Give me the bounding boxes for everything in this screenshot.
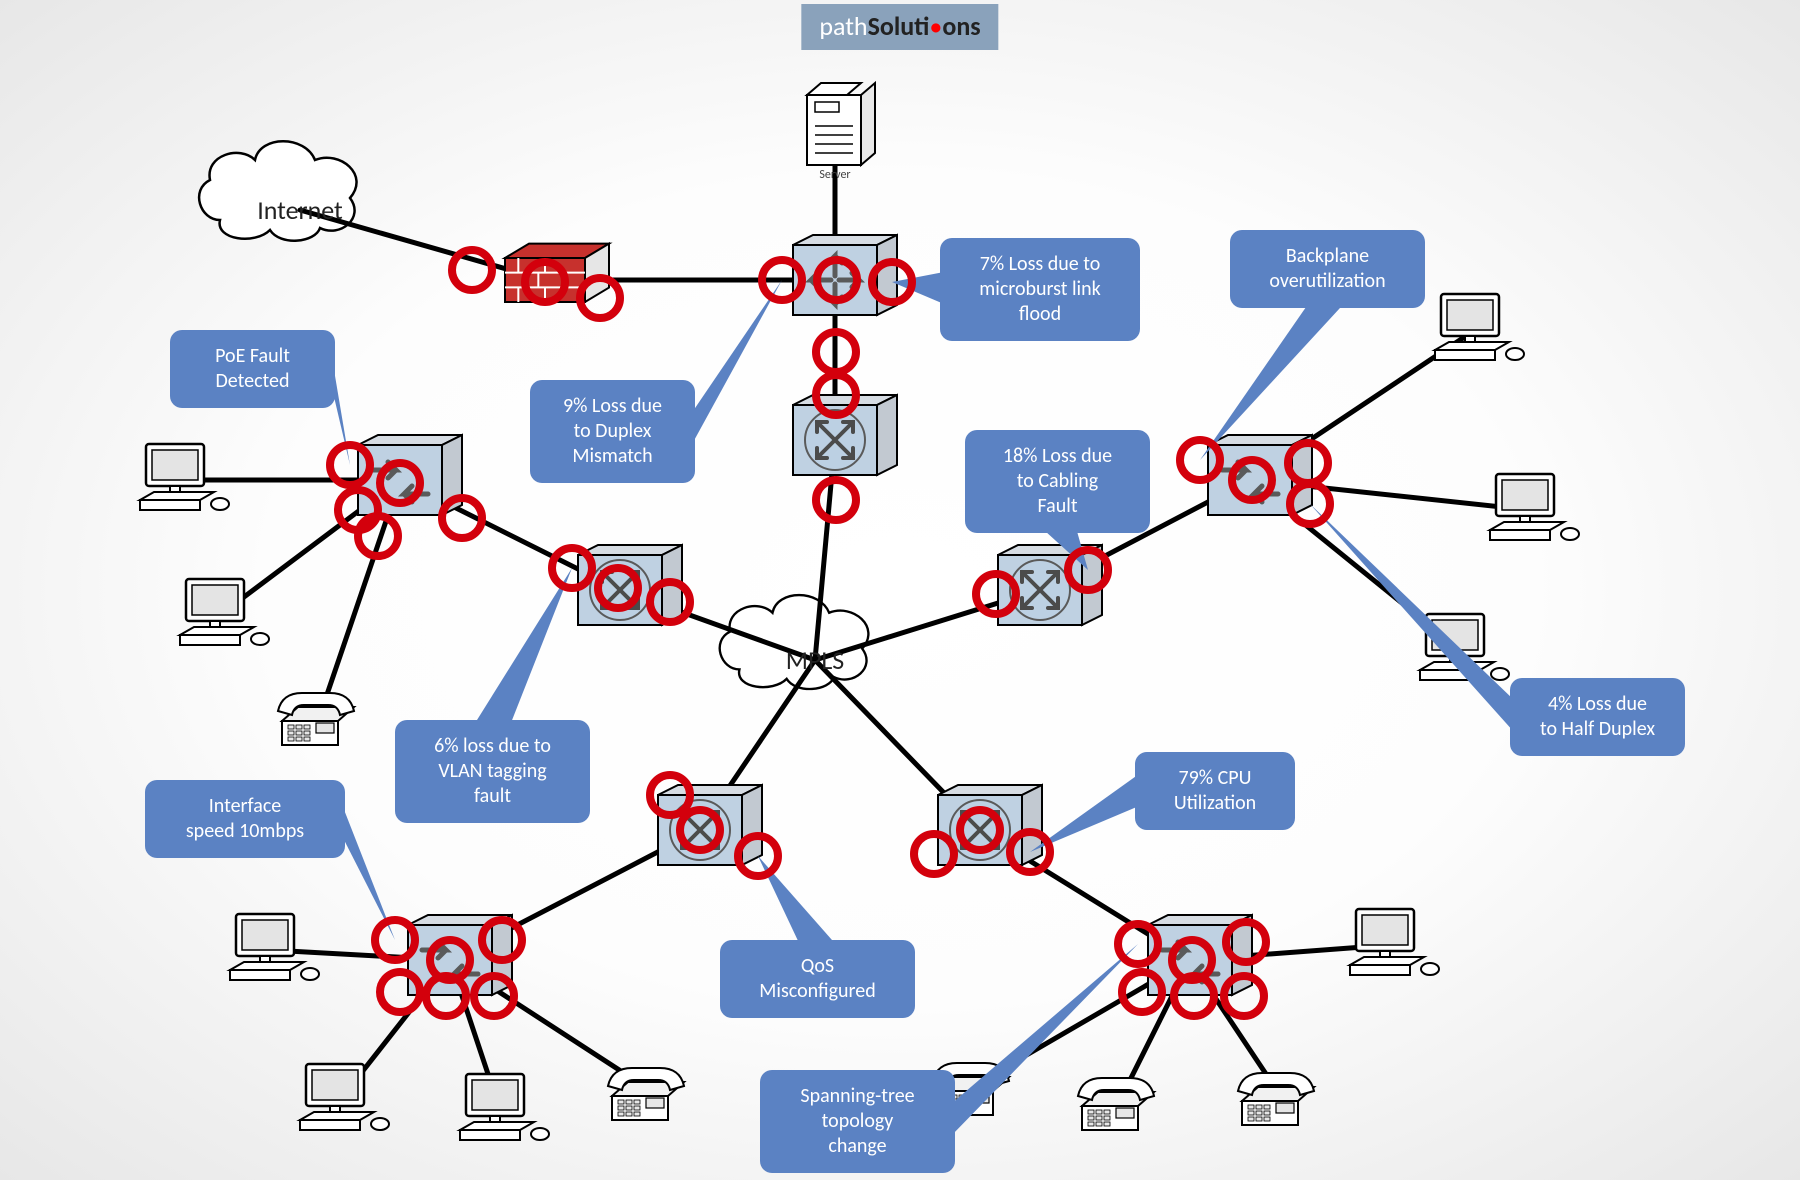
issue-marker — [452, 250, 492, 290]
workstation-icon — [460, 1074, 549, 1140]
workstation-icon — [1435, 294, 1524, 360]
svg-text:Server: Server — [819, 168, 850, 182]
callout-pointer-vlan — [475, 568, 573, 724]
logo-badge: pathSoluti•ons — [801, 4, 998, 50]
callout-stp: Spanning-treetopologychange — [760, 1070, 955, 1173]
workstation-icon — [1350, 909, 1439, 975]
phone-icon — [608, 1068, 684, 1120]
logo-dot: • — [929, 10, 942, 42]
callout-poe: PoE FaultDetected — [170, 330, 335, 408]
workstation-icon — [140, 444, 229, 510]
callout-pointer-duplex — [691, 280, 782, 446]
callout-duplex: 9% Loss dueto DuplexMismatch — [530, 380, 695, 483]
workstation-icon — [1490, 474, 1579, 540]
cloud-internet — [199, 141, 356, 240]
callout-qos: QoSMisconfigured — [720, 940, 915, 1018]
router-icon — [793, 395, 897, 475]
callout-cabling: 18% Loss dueto CablingFault — [965, 430, 1150, 533]
router-icon — [658, 785, 762, 865]
logo-text-3: ons — [942, 10, 980, 42]
callout-cpu: 79% CPUUtilization — [1135, 752, 1295, 830]
callout-halfduplex: 4% Loss dueto Half Duplex — [1510, 678, 1685, 756]
phone-icon — [1078, 1078, 1154, 1130]
callout-microburst: 7% Loss due tomicroburst linkflood — [940, 238, 1140, 341]
phone-icon — [1238, 1073, 1314, 1125]
logo-text-2: Soluti — [868, 10, 930, 42]
callout-ifspeed: Interfacespeed 10mbps — [145, 780, 345, 858]
workstation-icon — [300, 1064, 389, 1130]
workstation-icon — [230, 914, 319, 980]
issue-marker — [816, 480, 856, 520]
server-icon: Server — [807, 83, 875, 182]
callout-vlan: 6% loss due toVLAN taggingfault — [395, 720, 590, 823]
phone-icon — [278, 693, 354, 745]
cloud-mpls — [720, 595, 869, 689]
callout-backplane: Backplaneoverutilization — [1230, 230, 1425, 308]
logo-text-1: path — [819, 10, 867, 42]
